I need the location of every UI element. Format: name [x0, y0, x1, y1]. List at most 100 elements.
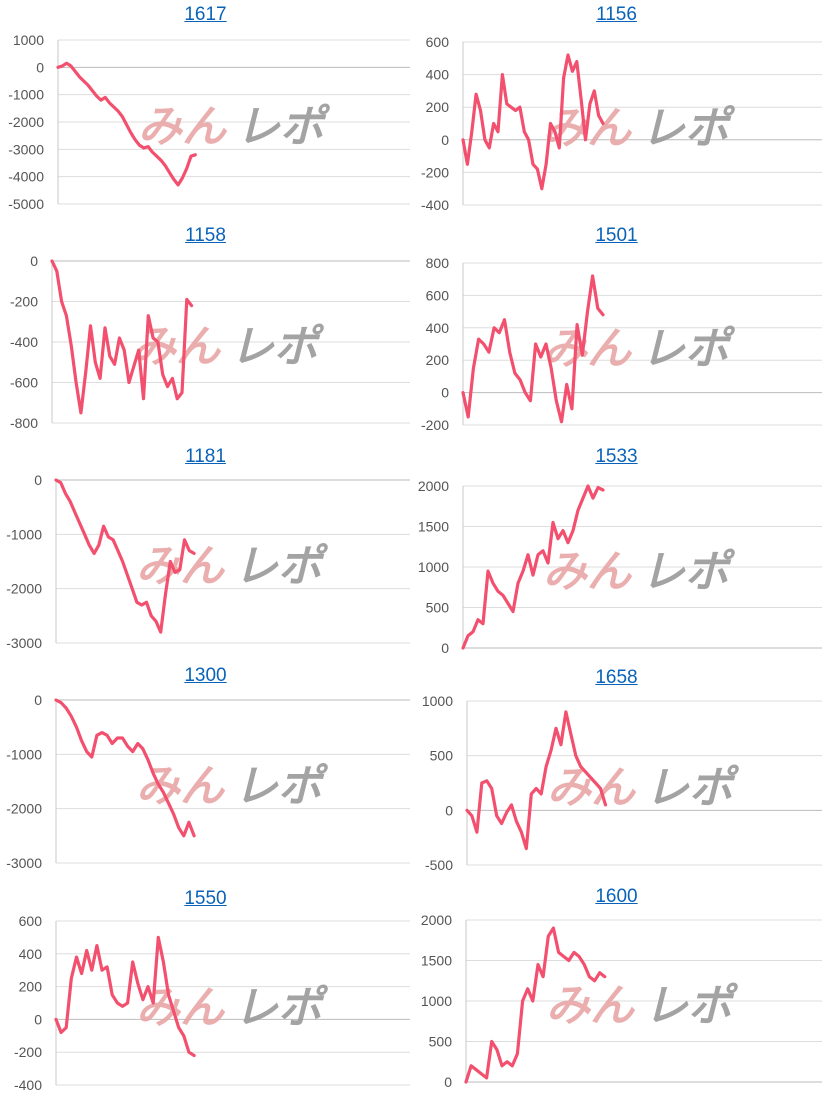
y-tick-label: 0	[36, 59, 44, 75]
line-chart-svg: 0 -1000 -2000 -3000 みん レポ	[6, 692, 410, 871]
svg-text:レポ: レポ	[644, 980, 739, 1031]
svg-text:レポ: レポ	[234, 761, 329, 812]
y-tick-label: 400	[426, 67, 450, 83]
chart-panel-1617: 1617 1000 0 -1000 -2000 -3000 -4000 -5000 みん レポ	[0, 0, 411, 221]
y-tick-label: 0	[445, 802, 453, 818]
chart-panel-1501: 1501 800 600 400 200 0 -200 みん レポ	[411, 221, 822, 442]
line-chart-svg: 0 -200 -400 -600 -800 みん レポ	[10, 253, 410, 431]
svg-text:みん: みん	[543, 323, 633, 374]
svg-text:レポ: レポ	[641, 323, 736, 374]
chart-title-link[interactable]: 1658	[595, 667, 638, 688]
y-tick-label: 0	[444, 1074, 452, 1090]
y-tick-label: -800	[10, 415, 38, 431]
chart-panel-1658: 1658 1000 500 0 -500 みん レポ	[411, 663, 822, 884]
line-chart-svg: 2000 1500 1000 500 0 みん レポ	[418, 478, 822, 656]
svg-text:レポ: レポ	[645, 763, 740, 814]
chart-panel-1600: 1600 2000 1500 1000 500 0 みん レポ	[411, 884, 822, 1105]
svg-text:レポ: レポ	[641, 103, 736, 154]
y-tick-label: 600	[19, 913, 43, 929]
svg-text:みん: みん	[543, 546, 633, 597]
line-chart-svg: 2000 1500 1000 500 0 みん レポ	[421, 912, 822, 1090]
y-tick-label: 0	[34, 1011, 42, 1027]
chart-panel-1533: 1533 2000 1500 1000 500 0 みん レポ	[411, 442, 822, 663]
svg-text:レポ: レポ	[234, 541, 329, 592]
line-chart-svg: 0 -1000 -2000 -3000 みん レポ	[6, 472, 410, 651]
y-tick-label: -3000	[6, 635, 42, 651]
y-tick-label: 0	[441, 132, 449, 148]
svg-text:みん: みん	[136, 761, 226, 812]
y-tick-label: 2000	[418, 478, 449, 494]
watermark-logo: みん レポ	[136, 761, 336, 812]
series-line	[54, 935, 196, 1058]
y-tick-label: -1000	[6, 746, 42, 762]
series-line	[461, 484, 605, 650]
y-tick-label: 1000	[13, 32, 44, 48]
chart-title-link[interactable]: 1300	[184, 665, 227, 686]
svg-text:レポ: レポ	[230, 321, 325, 372]
y-tick-label: -400	[14, 1077, 42, 1093]
series-line	[50, 259, 194, 415]
chart-panel-1158: 1158 0 -200 -400 -600 -800 みん レポ	[0, 221, 411, 442]
y-tick-label: -2000	[6, 581, 42, 597]
chart-title-link[interactable]: 1600	[595, 886, 638, 907]
y-tick-label: 0	[441, 640, 449, 656]
chart-title-link[interactable]: 1550	[184, 888, 227, 909]
svg-text:レポ: レポ	[641, 546, 736, 597]
y-tick-label: 2000	[421, 912, 452, 928]
y-tick-label: 600	[426, 287, 450, 303]
y-tick-label: 1000	[422, 693, 453, 709]
y-tick-label: 1000	[418, 559, 449, 575]
watermark-logo: みん レポ	[136, 541, 336, 592]
y-tick-label: -2000	[8, 114, 44, 130]
svg-text:みん: みん	[138, 102, 228, 153]
y-tick-label: -3000	[6, 855, 42, 871]
y-tick-label: 1000	[421, 993, 452, 1009]
y-tick-label: -200	[14, 1044, 42, 1060]
y-tick-label: -4000	[8, 169, 44, 185]
y-tick-label: 400	[426, 320, 450, 336]
chart-title-link[interactable]: 1156	[596, 4, 637, 25]
series-line	[54, 478, 196, 634]
chart-title-link[interactable]: 1181	[185, 446, 226, 467]
series-line	[54, 698, 196, 838]
y-tick-label: -1000	[6, 526, 42, 542]
svg-text:みん: みん	[547, 763, 637, 814]
line-chart-svg: 600 400 200 0 -200 -400 みん レポ	[14, 913, 410, 1093]
chart-title-link[interactable]: 1501	[595, 225, 638, 246]
y-tick-label: -1000	[8, 87, 44, 103]
y-tick-label: -600	[10, 375, 38, 391]
y-tick-label: 1500	[418, 519, 449, 535]
line-chart-svg: 1000 0 -1000 -2000 -3000 -4000 -5000 みん レポ	[8, 32, 410, 212]
y-tick-label: 0	[34, 472, 42, 488]
y-tick-label: -2000	[6, 801, 42, 817]
svg-text:レポ: レポ	[234, 983, 329, 1034]
y-tick-label: -200	[10, 294, 38, 310]
y-tick-label: 400	[19, 946, 43, 962]
chart-panel-1300: 1300 0 -1000 -2000 -3000 みん レポ	[0, 663, 411, 884]
y-tick-label: 500	[429, 1034, 453, 1050]
y-tick-label: -200	[421, 164, 449, 180]
y-tick-label: 200	[426, 352, 450, 368]
chart-title-link[interactable]: 1617	[184, 4, 227, 25]
watermark-logo: みん レポ	[132, 321, 332, 372]
series-line	[461, 274, 605, 424]
y-tick-label: 1500	[421, 953, 452, 969]
y-tick-label: -400	[421, 197, 449, 213]
chart-title-link[interactable]: 1533	[595, 446, 638, 467]
y-tick-label: 500	[426, 600, 450, 616]
y-tick-label: -200	[421, 417, 449, 433]
line-chart-svg: 1000 500 0 -500 みん レポ	[422, 693, 822, 873]
y-tick-label: -5000	[8, 196, 44, 212]
watermark-logo: みん レポ	[543, 546, 743, 597]
chart-panel-1156: 1156 600 400 200 0 -200 -400 みん レポ	[411, 0, 822, 221]
y-tick-label: 0	[34, 692, 42, 708]
series-line	[465, 710, 608, 851]
chart-panel-1550: 1550 600 400 200 0 -200 -400 みん レポ	[0, 884, 411, 1105]
y-tick-label: -400	[10, 334, 38, 350]
series-line	[461, 53, 605, 191]
chart-title-link[interactable]: 1158	[185, 225, 226, 246]
y-tick-label: 0	[30, 253, 38, 269]
y-tick-label: 0	[441, 385, 449, 401]
line-chart-svg: 600 400 200 0 -200 -400 みん レポ	[421, 34, 822, 213]
